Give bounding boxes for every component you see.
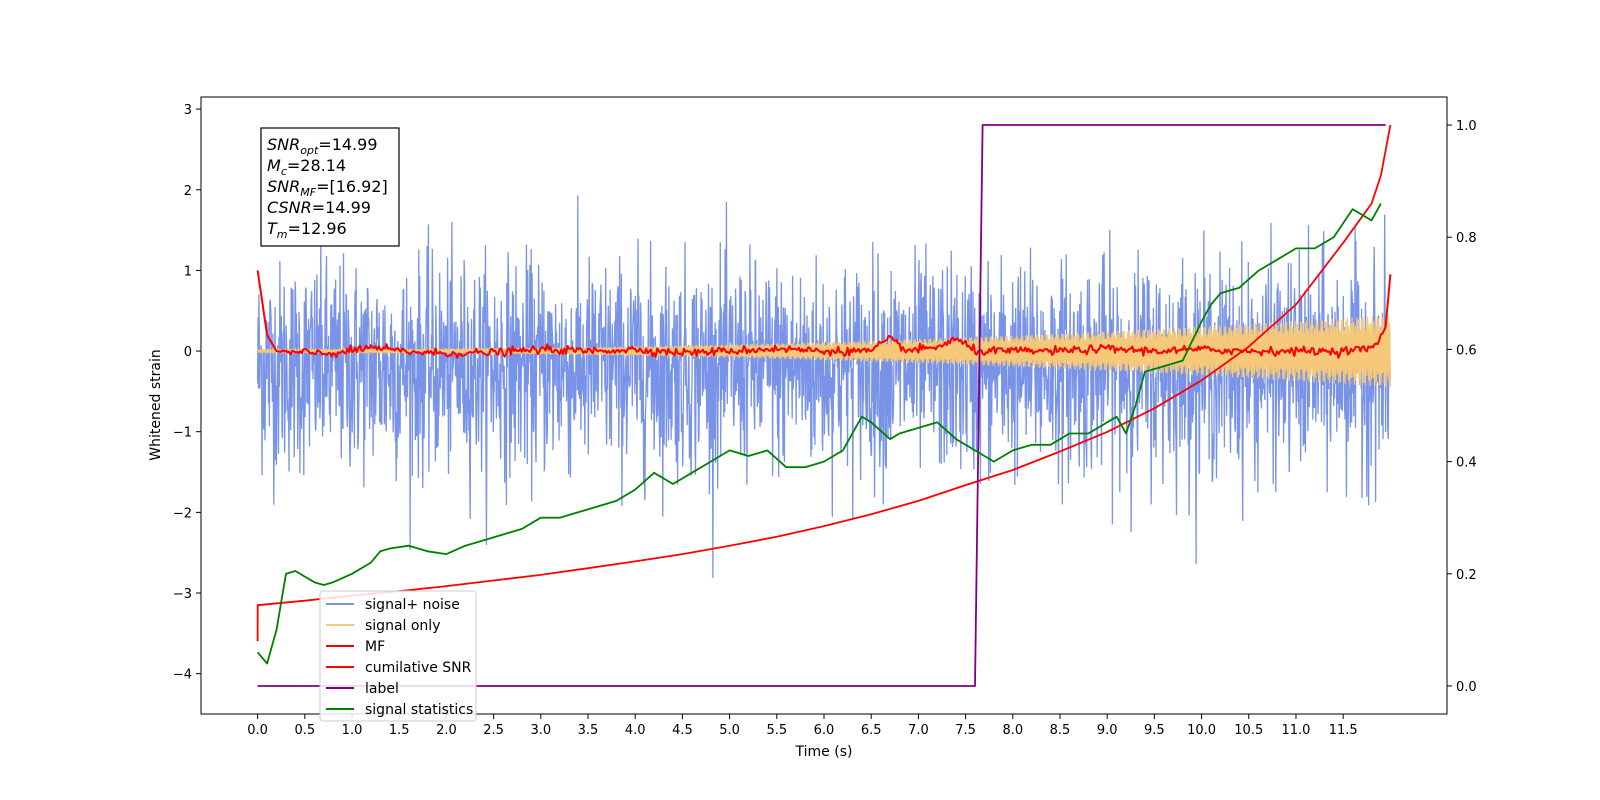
- annotation-line: SNRopt=14.99: [267, 135, 378, 157]
- x-tick-label: 9.0: [1097, 723, 1118, 738]
- series-signal-only-line: [257, 315, 1391, 388]
- annotation-line: CSNR=14.99: [267, 198, 371, 217]
- y2-tick-label: 0.6: [1456, 343, 1477, 358]
- series-mf-line: [256, 270, 1392, 359]
- y-tick-label: 2: [184, 184, 192, 199]
- metrics-annotation-box: SNRopt=14.99Mc=28.14SNRMF=[16.92]CSNR=14…: [260, 127, 400, 247]
- annotation-symbol: T: [267, 219, 278, 238]
- y-tick-label: −4: [173, 668, 192, 683]
- y2-tick-label: 0.2: [1456, 568, 1477, 583]
- x-tick-label: 4.5: [672, 723, 693, 738]
- y-axis-label: Whitened strain: [148, 349, 164, 460]
- x-tick-label: 3.5: [578, 723, 599, 738]
- y2-tick-label: 0.8: [1456, 231, 1477, 246]
- x-tick-label: 6.5: [861, 723, 882, 738]
- y-tick-label: −2: [173, 506, 192, 521]
- x-tick-label: 9.5: [1144, 723, 1165, 738]
- annotation-symbol: SNR: [267, 177, 300, 196]
- x-tick-label: 6.0: [814, 723, 835, 738]
- legend: signal+ noise signal only MF cumilative SNR…: [319, 590, 477, 722]
- x-tick-label: 1.5: [389, 723, 410, 738]
- series-cumilative-snr-line: [256, 124, 1392, 642]
- x-tick-label: 7.5: [955, 723, 976, 738]
- legend-entry-label: label: [365, 681, 399, 697]
- y-tick-label: −3: [173, 587, 192, 602]
- x-tick-label: 8.5: [1050, 723, 1071, 738]
- legend-entry-label: signal only: [365, 618, 440, 634]
- x-tick-label: 2.0: [436, 723, 457, 738]
- x-tick-label: 1.0: [342, 723, 363, 738]
- annotation-line: Mc=28.14: [267, 156, 346, 178]
- x-tick-label: 3.0: [530, 723, 551, 738]
- legend-entry-label: signal+ noise: [365, 597, 460, 613]
- y2-tick-label: 1.0: [1456, 119, 1477, 134]
- annotation-value: =[16.92]: [316, 177, 388, 196]
- x-tick-label: 10.5: [1234, 723, 1263, 738]
- x-tick-label: 11.5: [1329, 723, 1358, 738]
- annotation-value: =28.14: [287, 156, 346, 175]
- y2-tick-label: 0.4: [1456, 456, 1477, 471]
- annotation-symbol: M: [267, 156, 281, 175]
- x-tick-label: 5.5: [766, 723, 787, 738]
- annotation-value: =14.99: [312, 198, 371, 217]
- x-tick-label: 0.5: [294, 723, 315, 738]
- y-tick-label: 0: [184, 345, 192, 360]
- x-tick-label: 0.0: [247, 723, 268, 738]
- y-tick-label: 3: [184, 103, 192, 118]
- annotation-subscript: c: [281, 165, 287, 178]
- y-tick-label: 1: [184, 264, 192, 279]
- legend-entry-label: signal statistics: [365, 702, 473, 718]
- annotation-line: SNRMF=[16.92]: [267, 177, 388, 199]
- annotation-value: =14.99: [318, 135, 377, 154]
- x-axis-label: Time (s): [795, 744, 853, 760]
- annotation-subscript: MF: [300, 186, 316, 199]
- x-tick-label: 4.0: [625, 723, 646, 738]
- x-tick-label: 7.0: [908, 723, 929, 738]
- x-tick-label: 2.5: [483, 723, 504, 738]
- series-label-line: [257, 124, 1386, 687]
- annotation-line: Tm=12.96: [267, 219, 347, 241]
- legend-frame: [319, 590, 477, 722]
- y-tick-label: −1: [173, 426, 192, 441]
- legend-entry-label: cumilative SNR: [365, 660, 472, 676]
- legend-entry-label: MF: [365, 639, 385, 655]
- x-tick-label: 5.0: [719, 723, 740, 738]
- annotation-subscript: m: [277, 228, 288, 241]
- y2-tick-label: 0.0: [1456, 680, 1477, 695]
- axes-layer: 0.0 0.5 1.0 1.5 2.0 2.5 3.0 3.5 4.0 4.5 5.0 5.5 6.0 6…: [173, 103, 1477, 738]
- series-layer: [256, 124, 1392, 687]
- annotation-value: =12.96: [288, 219, 347, 238]
- x-tick-label: 11.0: [1281, 723, 1310, 738]
- annotation-symbol: SNR: [267, 135, 300, 154]
- x-tick-label: 8.0: [1002, 723, 1023, 738]
- series-signal-statistics-line: [256, 203, 1382, 665]
- annotation-frame: [260, 127, 400, 247]
- annotation-subscript: opt: [300, 144, 319, 157]
- annotation-symbol: CSNR: [267, 198, 312, 217]
- x-tick-label: 10.0: [1187, 723, 1216, 738]
